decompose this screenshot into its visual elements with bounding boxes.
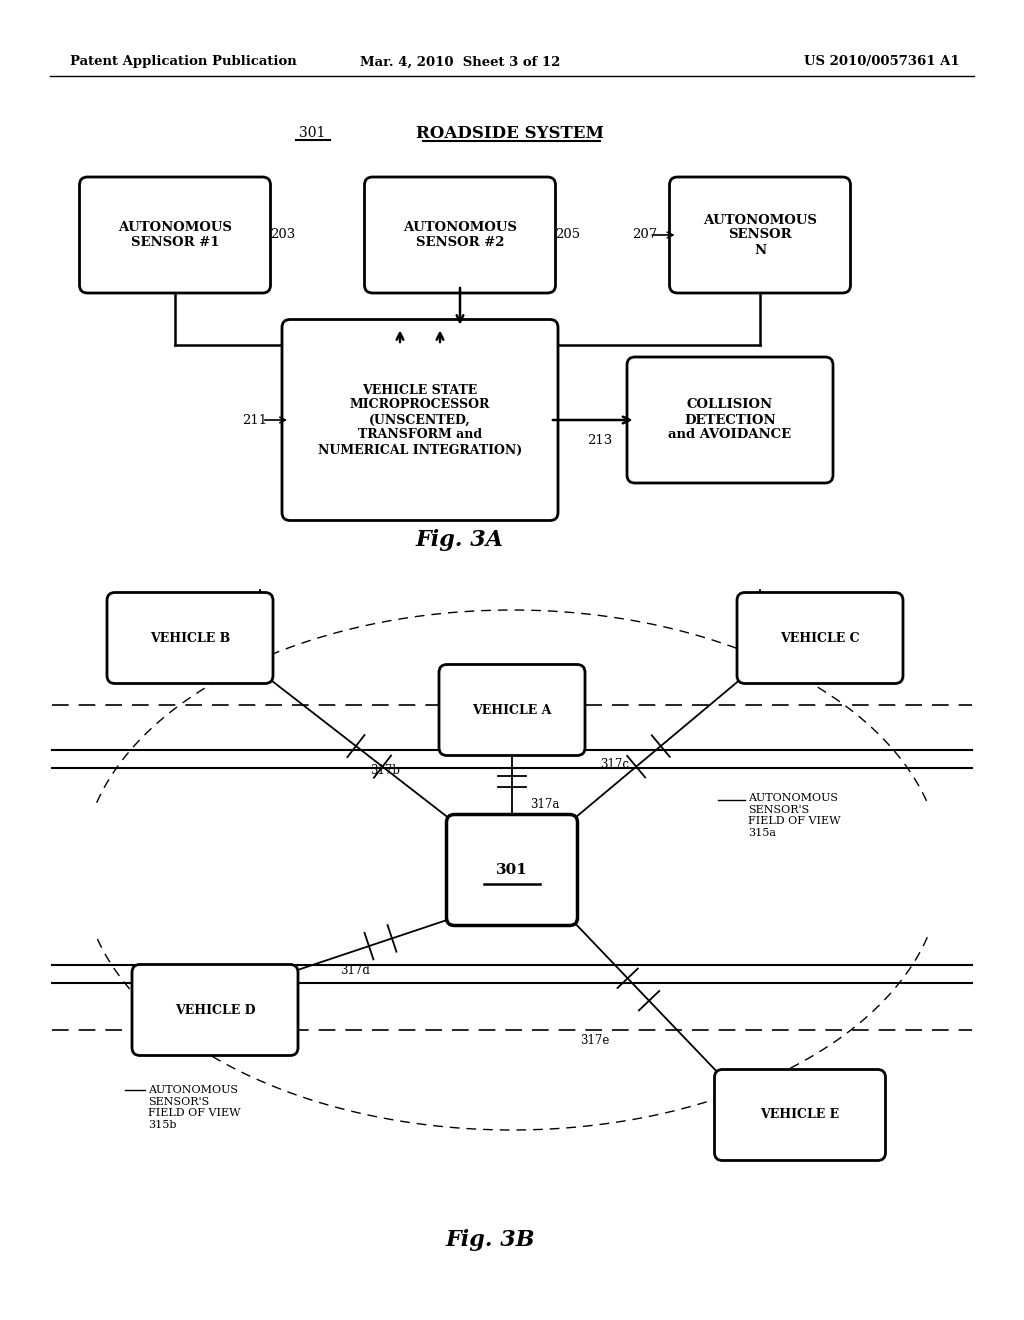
- Text: 301: 301: [299, 125, 326, 140]
- Text: AUTONOMOUS
SENSOR
N: AUTONOMOUS SENSOR N: [703, 214, 817, 256]
- Text: AUTONOMOUS
SENSOR #2: AUTONOMOUS SENSOR #2: [403, 220, 517, 249]
- Text: VEHICLE C: VEHICLE C: [780, 631, 860, 644]
- FancyBboxPatch shape: [439, 664, 585, 755]
- Text: 317d: 317d: [340, 964, 370, 977]
- Text: Fig. 3B: Fig. 3B: [445, 1229, 535, 1251]
- Text: VEHICLE B: VEHICLE B: [150, 631, 230, 644]
- FancyBboxPatch shape: [627, 356, 833, 483]
- Text: Mar. 4, 2010  Sheet 3 of 12: Mar. 4, 2010 Sheet 3 of 12: [359, 55, 560, 69]
- Text: US 2010/0057361 A1: US 2010/0057361 A1: [805, 55, 961, 69]
- FancyBboxPatch shape: [282, 319, 558, 520]
- Text: COLLISION
DETECTION
and AVOIDANCE: COLLISION DETECTION and AVOIDANCE: [669, 399, 792, 441]
- Text: AUTONOMOUS
SENSOR'S
FIELD OF VIEW
315b: AUTONOMOUS SENSOR'S FIELD OF VIEW 315b: [148, 1085, 241, 1130]
- Text: Fig. 3A: Fig. 3A: [416, 529, 504, 550]
- Text: 317a: 317a: [530, 799, 559, 810]
- Text: 317c: 317c: [600, 759, 629, 771]
- FancyBboxPatch shape: [446, 814, 578, 925]
- Text: 207: 207: [633, 228, 657, 242]
- FancyBboxPatch shape: [365, 177, 555, 293]
- Text: 203: 203: [270, 228, 296, 242]
- FancyBboxPatch shape: [80, 177, 270, 293]
- Text: VEHICLE D: VEHICLE D: [175, 1003, 255, 1016]
- Text: VEHICLE E: VEHICLE E: [761, 1109, 840, 1122]
- Text: VEHICLE STATE
MICROPROCESSOR
(UNSCENTED,
TRANSFORM and
NUMERICAL INTEGRATION): VEHICLE STATE MICROPROCESSOR (UNSCENTED,…: [317, 384, 522, 457]
- Text: 213: 213: [587, 433, 612, 446]
- Text: VEHICLE A: VEHICLE A: [472, 704, 552, 717]
- Text: 301: 301: [496, 863, 528, 876]
- Text: ROADSIDE SYSTEM: ROADSIDE SYSTEM: [416, 124, 604, 141]
- FancyBboxPatch shape: [132, 965, 298, 1056]
- Text: 205: 205: [555, 228, 581, 242]
- Text: AUTONOMOUS
SENSOR #1: AUTONOMOUS SENSOR #1: [118, 220, 232, 249]
- Text: 211: 211: [242, 413, 267, 426]
- Text: 317b: 317b: [370, 763, 400, 776]
- FancyBboxPatch shape: [106, 593, 273, 684]
- FancyBboxPatch shape: [737, 593, 903, 684]
- FancyBboxPatch shape: [670, 177, 851, 293]
- Text: 317e: 317e: [580, 1034, 609, 1047]
- FancyBboxPatch shape: [715, 1069, 886, 1160]
- Text: AUTONOMOUS
SENSOR'S
FIELD OF VIEW
315a: AUTONOMOUS SENSOR'S FIELD OF VIEW 315a: [748, 793, 841, 838]
- Text: Patent Application Publication: Patent Application Publication: [70, 55, 297, 69]
